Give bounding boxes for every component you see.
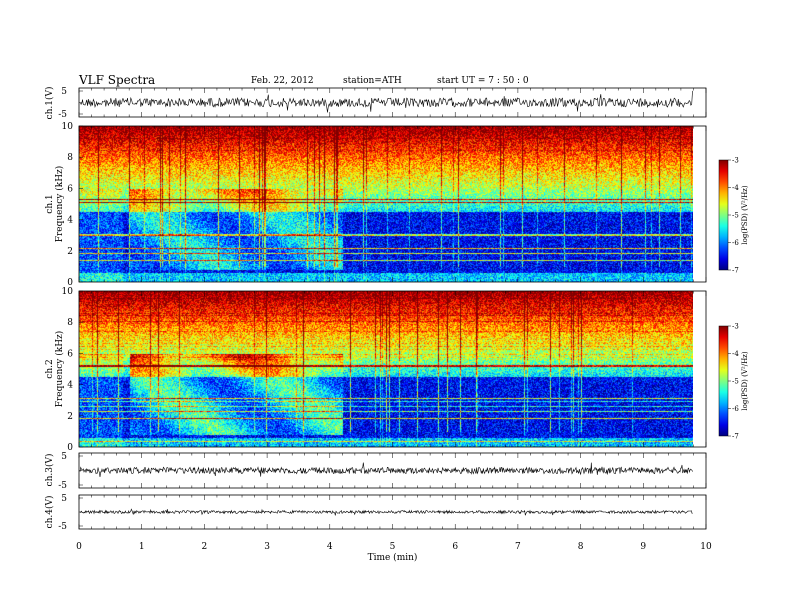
time-axis-tick-label: 4 <box>327 542 333 552</box>
time-axis-tick-label: 5 <box>390 542 396 552</box>
ch1-spectrogram-image <box>79 126 693 282</box>
ch1-spectrogram-colorbar <box>718 159 729 271</box>
ch2-spectrogram-colorbar <box>718 325 729 437</box>
ch1-spectrogram-colorbar-tick-label: -7 <box>732 267 739 275</box>
ch2-spectrogram-image <box>79 291 693 447</box>
figure-title: VLF Spectra <box>78 73 155 87</box>
time-axis-tick-label: 1 <box>139 542 145 552</box>
time-axis-tick-label: 7 <box>515 542 521 552</box>
time-axis-tick-label: 3 <box>264 542 270 552</box>
ch2-spectrogram-colorbar-tick-label: -3 <box>732 323 739 331</box>
ch2-spectrogram-colorbar-tick-label: -6 <box>732 405 739 413</box>
ch1-spectrogram-colorbar-tick-label: -4 <box>732 184 739 192</box>
ch2-spectrogram-ytick-label: 4 <box>67 381 73 391</box>
ch4-waveform-trace <box>79 508 693 516</box>
ch2-spectrogram-ylabel-channel: ch.2 <box>45 359 55 378</box>
colorbars: -3 -4 -5 -6 -7 log(PSD) (V²/Hz) -3 -4 -5 -6 -7 log(… <box>718 157 749 441</box>
time-axis-label: Time (min) <box>368 552 418 563</box>
ch3-waveform-trace <box>79 462 693 478</box>
start-time-label: start UT = 7 : 50 : 0 <box>437 76 529 86</box>
ch3-waveform-ytick-label: 5 <box>61 452 67 462</box>
ch1-spectrogram-ylabel-frequency: Frequency (kHz) <box>54 166 65 243</box>
ch1-spectrogram-colorbar-label: log(PSD) (V²/Hz) <box>741 185 749 244</box>
ch1-spectrogram-panel: 0 2 4 6 8 10 ch.1 Frequency (kHz) <box>45 122 707 288</box>
time-axis-tick-label: 6 <box>452 542 458 552</box>
ch1-waveform-ytick-label: 5 <box>61 87 67 97</box>
ch2-spectrogram-colorbar-label: log(PSD) (V²/Hz) <box>741 351 749 410</box>
ch1-spectrogram-ytick-label: 4 <box>67 216 73 226</box>
ch1-spectrogram-ytick-label: 10 <box>62 122 74 132</box>
time-axis-tick-label: 2 <box>202 542 208 552</box>
ch1-spectrogram-ytick-label: 8 <box>67 153 73 163</box>
ch2-spectrogram-ytick-label: 8 <box>67 318 73 328</box>
time-axis-tick-label: 9 <box>640 542 646 552</box>
ch2-spectrogram-colorbar-tick-label: -4 <box>732 350 739 358</box>
ch2-spectrogram-colorbar-tick-label: -5 <box>732 378 739 386</box>
ch2-spectrogram-colorbar-tick-label: -7 <box>732 433 739 441</box>
ch3-waveform-ylabel: ch.3(V) <box>44 454 55 487</box>
ch3-waveform-ytick-label: -5 <box>58 481 67 491</box>
ch2-spectrogram-ytick-label: 0 <box>67 443 73 453</box>
time-axis-tick-label: 10 <box>700 542 712 552</box>
ch1-spectrogram-ytick-label: 6 <box>67 184 73 194</box>
ch2-spectrogram-ytick-label: 6 <box>67 349 73 359</box>
time-axis-tick-label: 8 <box>578 542 584 552</box>
ch1-spectrogram-colorbar-tick-label: -5 <box>732 212 739 220</box>
ch2-spectrogram-ylabel-frequency: Frequency (kHz) <box>54 331 65 408</box>
ch2-spectrogram-ytick-label: 10 <box>62 287 74 297</box>
ch1-spectrogram-ytick-label: 0 <box>67 278 73 288</box>
ch2-spectrogram-panel: 0 2 4 6 8 10 ch.2 Frequency (kHz) <box>45 287 707 453</box>
time-axis: 0 1 2 3 4 5 6 7 8 9 10 Time (min) <box>76 542 712 563</box>
ch1-spectrogram-colorbar-tick-label: -3 <box>732 157 739 165</box>
time-axis-tick-label: 0 <box>76 542 82 552</box>
ch1-spectrogram-ylabel-channel: ch.1 <box>45 194 55 213</box>
ch1-spectrogram-ytick-label: 2 <box>67 247 73 257</box>
date-label: Feb. 22, 2012 <box>251 76 314 86</box>
ch3-waveform-panel: 5 -5ch.3(V) <box>44 452 707 491</box>
ch2-spectrogram-ytick-label: 2 <box>67 412 73 422</box>
ch4-waveform-ylabel: ch.4(V) <box>44 496 55 529</box>
ch1-spectrogram-colorbar-tick-label: -6 <box>732 239 739 247</box>
ch4-waveform-ytick-label: -5 <box>58 522 67 532</box>
station-label: station=ATH <box>343 76 402 86</box>
ch1-waveform-ytick-label: -5 <box>58 110 67 120</box>
ch1-waveform-panel: 5 -5ch.1(V) <box>44 87 707 120</box>
ch4-waveform-ytick-label: 5 <box>61 494 67 504</box>
ch1-waveform-trace <box>79 90 693 113</box>
ch1-waveform-ylabel: ch.1(V) <box>44 87 55 120</box>
ch4-waveform-panel: 5 -5ch.4(V) <box>44 494 707 532</box>
